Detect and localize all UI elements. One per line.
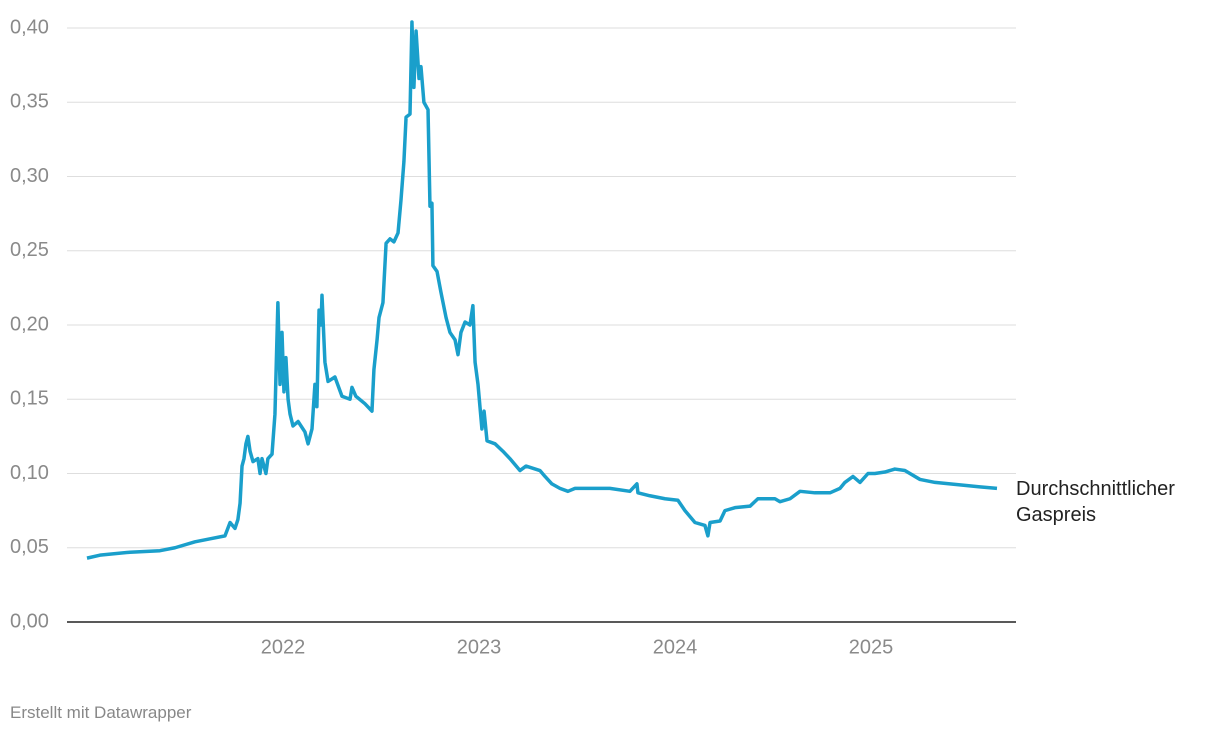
y-tick-label: 0,25 [10,239,49,261]
y-tick-label: 0,00 [10,610,49,632]
y-tick-label: 0,05 [10,536,49,558]
y-tick-label: 0,40 [10,16,49,38]
x-tick-label: 2025 [849,636,894,658]
x-tick-label: 2022 [261,636,306,658]
series-label: Durchschnittlicher Gaspreis [1016,478,1175,526]
y-tick-label: 0,20 [10,313,49,335]
y-tick-label: 0,35 [10,91,49,113]
x-tick-label: 2024 [653,636,698,658]
y-tick-label: 0,30 [10,165,49,187]
y-tick-label: 0,10 [10,462,49,484]
x-tick-label: 2023 [457,636,502,658]
credit-note: Erstellt mit Datawrapper [10,703,192,722]
series-line [86,20,998,560]
y-tick-label: 0,15 [10,388,49,410]
